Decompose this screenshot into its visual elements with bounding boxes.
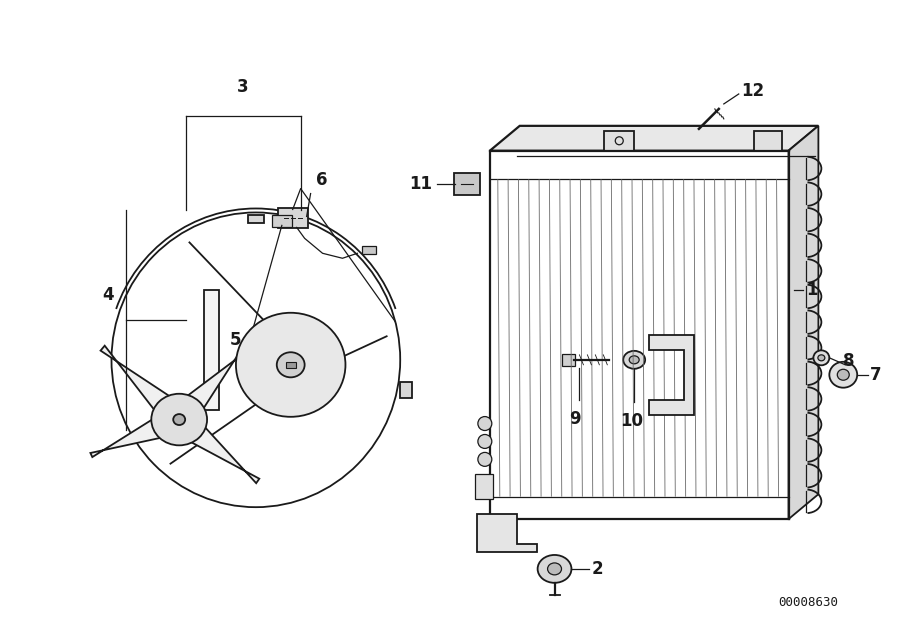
FancyBboxPatch shape — [454, 173, 480, 194]
Text: 00008630: 00008630 — [778, 596, 838, 609]
Ellipse shape — [151, 394, 207, 445]
Polygon shape — [90, 417, 166, 457]
Polygon shape — [490, 126, 818, 150]
Ellipse shape — [173, 414, 185, 425]
Text: 3: 3 — [237, 78, 248, 96]
Text: 1: 1 — [806, 281, 818, 299]
Text: 7: 7 — [870, 366, 882, 384]
Polygon shape — [188, 423, 259, 483]
Ellipse shape — [236, 313, 346, 417]
Text: 11: 11 — [410, 175, 432, 192]
Polygon shape — [649, 335, 694, 415]
Polygon shape — [475, 474, 493, 499]
Ellipse shape — [818, 355, 825, 361]
Polygon shape — [204, 290, 219, 410]
Polygon shape — [101, 345, 172, 415]
Ellipse shape — [829, 362, 857, 388]
Text: 6: 6 — [316, 171, 327, 189]
FancyBboxPatch shape — [400, 382, 412, 398]
Ellipse shape — [277, 352, 304, 377]
Ellipse shape — [547, 563, 562, 575]
Text: 4: 4 — [102, 286, 113, 304]
Circle shape — [478, 452, 491, 466]
Ellipse shape — [623, 351, 645, 369]
Ellipse shape — [629, 356, 639, 364]
FancyBboxPatch shape — [562, 354, 575, 366]
Ellipse shape — [814, 351, 829, 365]
Text: 5: 5 — [230, 331, 241, 349]
Circle shape — [478, 434, 491, 448]
Ellipse shape — [837, 370, 850, 380]
Polygon shape — [184, 351, 243, 412]
Polygon shape — [753, 131, 781, 150]
Polygon shape — [604, 131, 634, 150]
FancyBboxPatch shape — [285, 362, 296, 368]
FancyBboxPatch shape — [278, 208, 308, 229]
Polygon shape — [363, 246, 376, 254]
Polygon shape — [477, 514, 536, 552]
Text: 10: 10 — [620, 411, 643, 430]
Text: 12: 12 — [741, 82, 764, 100]
Circle shape — [478, 417, 491, 431]
FancyBboxPatch shape — [248, 215, 264, 224]
Text: 9: 9 — [569, 410, 580, 427]
Polygon shape — [788, 126, 818, 519]
Text: 2: 2 — [591, 560, 603, 578]
FancyBboxPatch shape — [272, 215, 292, 227]
Ellipse shape — [537, 555, 572, 583]
Text: 8: 8 — [843, 352, 855, 370]
